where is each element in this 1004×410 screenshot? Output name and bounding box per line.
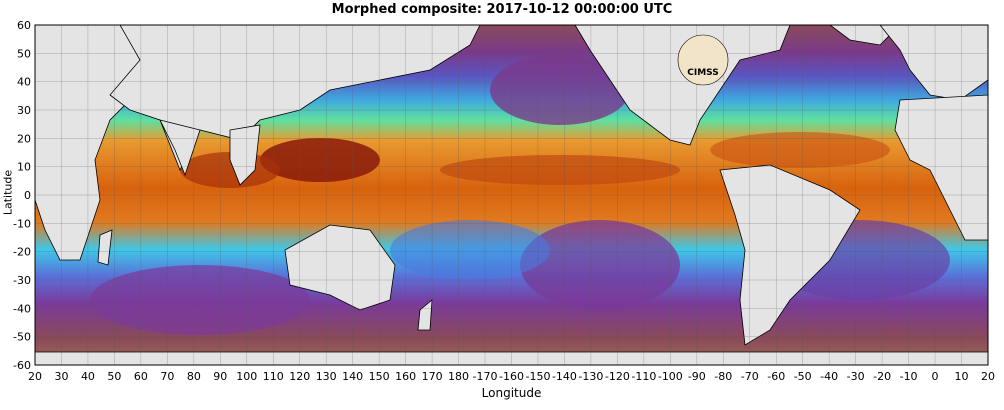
x-tick-label: 160 (395, 370, 416, 383)
x-tick-label: 60 (134, 370, 148, 383)
cimss-logo: CIMSS (677, 34, 729, 86)
x-tick-label: 180 (448, 370, 469, 383)
x-tick-label: 90 (213, 370, 227, 383)
x-tick-label: -60 (767, 370, 785, 383)
x-tick-label: -130 (578, 370, 603, 383)
y-tick-label: -40 (13, 302, 31, 315)
y-tick-label: -30 (13, 274, 31, 287)
x-tick-label: -70 (741, 370, 759, 383)
x-tick-label: 150 (369, 370, 390, 383)
x-tick-label: -30 (847, 370, 865, 383)
x-tick-label: -90 (688, 370, 706, 383)
y-axis-label: Latitude (1, 169, 15, 216)
x-tick-label: 140 (342, 370, 363, 383)
y-tick-label: -10 (13, 217, 31, 230)
y-tick-label: -50 (13, 331, 31, 344)
x-tick-label: -160 (499, 370, 524, 383)
x-tick-label: 10 (955, 370, 969, 383)
x-tick-label: 110 (263, 370, 284, 383)
x-tick-label: 80 (187, 370, 201, 383)
x-tick-label: 100 (236, 370, 257, 383)
grid-lines (35, 25, 988, 365)
x-tick-label: -170 (473, 370, 498, 383)
y-tick-label: 0 (24, 189, 31, 202)
y-tick-label: -60 (13, 359, 31, 372)
x-tick-label: 50 (107, 370, 121, 383)
y-tick-label: 30 (17, 104, 31, 117)
plot-border (34, 24, 989, 366)
x-axis-label: Longitude (481, 386, 542, 400)
x-tick-label: 170 (422, 370, 443, 383)
x-tick-label: -100 (658, 370, 683, 383)
x-tick-label: 40 (81, 370, 95, 383)
x-tick-label: 70 (160, 370, 174, 383)
x-tick-label: -40 (820, 370, 838, 383)
x-tick-label: -80 (714, 370, 732, 383)
svg-text:CIMSS: CIMSS (687, 68, 718, 78)
x-tick-label: -140 (552, 370, 577, 383)
y-tick-label: 60 (17, 19, 31, 32)
x-tick-label: 130 (316, 370, 337, 383)
x-tick-label: -50 (794, 370, 812, 383)
x-tick-label: 120 (289, 370, 310, 383)
figure-title: Morphed composite: 2017-10-12 00:00:00 U… (331, 2, 673, 17)
y-tick-label: 20 (17, 132, 31, 145)
x-tick-label: -20 (873, 370, 891, 383)
x-tick-label: -150 (525, 370, 550, 383)
y-tick-label: 10 (17, 161, 31, 174)
x-tick-label: 0 (932, 370, 939, 383)
y-tick-label: -20 (13, 246, 31, 259)
x-tick-label: 30 (54, 370, 68, 383)
x-tick-label: -120 (605, 370, 630, 383)
y-tick-label: 50 (17, 47, 31, 60)
x-tick-label: -10 (900, 370, 918, 383)
y-tick-label: 40 (17, 76, 31, 89)
x-tick-label: 20 (28, 370, 42, 383)
x-tick-label: -110 (631, 370, 656, 383)
x-tick-label: 20 (981, 370, 995, 383)
x-axis-ticks: 20 30 40 50 60 70 80 90 100 110 120 130 140 150 160 170… (28, 370, 995, 383)
y-axis-ticks: 60 50 40 30 20 10 0 -10 -20 -30 -40 -50 -60 (13, 19, 31, 372)
